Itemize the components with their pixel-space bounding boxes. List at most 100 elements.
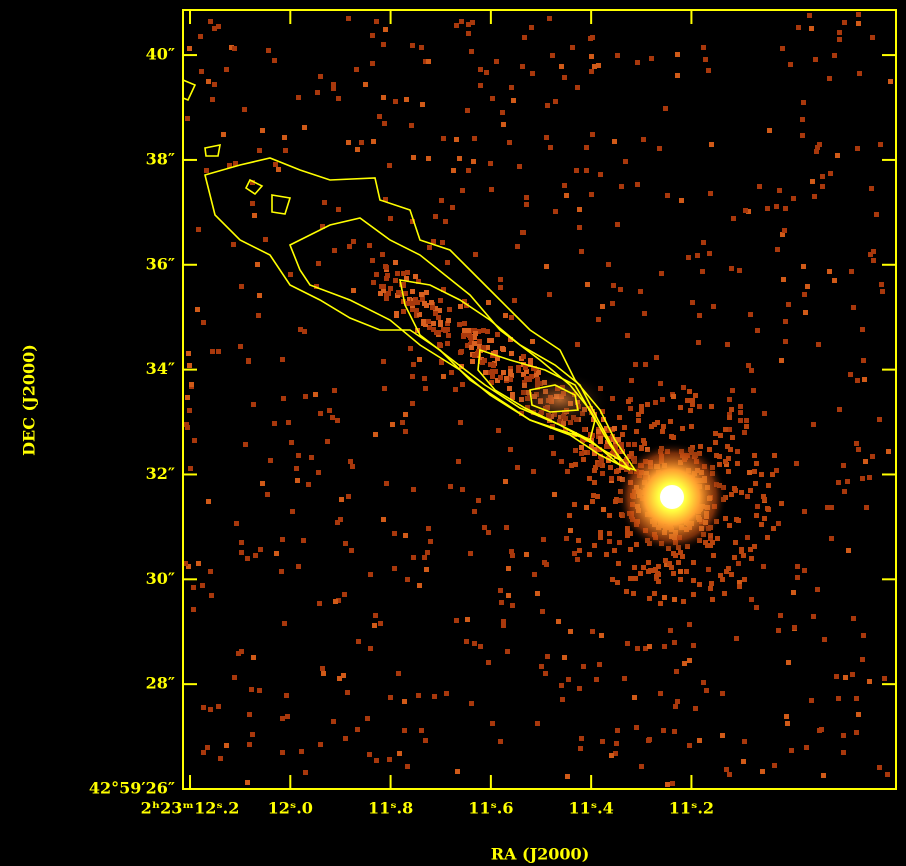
noise-pixel — [280, 750, 285, 755]
noise-pixel — [343, 541, 348, 546]
noise-pixel — [333, 599, 338, 604]
noise-pixel — [802, 292, 807, 297]
noise-pixel — [811, 614, 816, 619]
noise-pixel — [761, 564, 766, 569]
noise-pixel — [772, 763, 777, 768]
noise-pixel — [279, 569, 284, 574]
noise-pixel — [856, 712, 861, 717]
noise-pixel — [774, 204, 779, 209]
noise-pixel — [842, 20, 847, 25]
noise-pixel — [810, 179, 815, 184]
jet-pixel — [458, 304, 463, 309]
noise-pixel — [234, 521, 239, 526]
noise-pixel — [499, 600, 504, 605]
noise-pixel — [545, 654, 550, 659]
noise-pixel — [564, 193, 569, 198]
jet-pixel — [504, 376, 509, 381]
noise-pixel — [814, 149, 819, 154]
halo-pixel — [661, 424, 666, 429]
noise-pixel — [598, 172, 603, 177]
noise-pixel — [709, 142, 714, 147]
noise-pixel — [247, 712, 252, 717]
jet-pixel — [495, 332, 500, 337]
noise-pixel — [216, 704, 221, 709]
noise-pixel — [454, 23, 459, 28]
noise-pixel — [618, 287, 623, 292]
halo-pixel — [633, 576, 638, 581]
halo-pixel — [634, 542, 639, 547]
noise-pixel — [678, 569, 683, 574]
noise-pixel — [245, 556, 250, 561]
noise-pixel — [575, 342, 580, 347]
noise-pixel — [411, 362, 416, 367]
noise-pixel — [807, 13, 812, 18]
halo-pixel — [676, 560, 681, 565]
noise-pixel — [781, 277, 786, 282]
noise-pixel — [348, 459, 353, 464]
noise-pixel — [820, 174, 825, 179]
noise-pixel — [658, 691, 663, 696]
noise-pixel — [188, 466, 193, 471]
noise-pixel — [691, 643, 696, 648]
noise-pixel — [419, 45, 424, 50]
noise-pixel — [861, 633, 866, 638]
jet-pixel — [413, 274, 418, 279]
noise-pixel — [670, 781, 675, 786]
noise-pixel — [426, 526, 431, 531]
jet-pixel — [600, 471, 605, 476]
noise-pixel — [387, 163, 392, 168]
noise-pixel — [459, 19, 464, 24]
x-tick-label: 12ˢ.0 — [268, 799, 313, 818]
noise-pixel — [649, 56, 654, 61]
halo-pixel — [614, 469, 619, 474]
noise-pixel — [665, 782, 670, 787]
noise-pixel — [746, 363, 751, 368]
noise-pixel — [428, 539, 433, 544]
noise-pixel — [539, 664, 544, 669]
halo-pixel — [598, 535, 603, 540]
noise-pixel — [835, 153, 840, 158]
halo-pixel — [766, 483, 771, 488]
noise-pixel — [185, 395, 190, 400]
noise-pixel — [696, 340, 701, 345]
noise-pixel — [625, 333, 630, 338]
noise-pixel — [316, 470, 321, 475]
noise-pixel — [628, 406, 633, 411]
noise-pixel — [191, 585, 196, 590]
noise-pixel — [303, 770, 308, 775]
halo-pixel — [715, 536, 720, 541]
jet-pixel — [483, 370, 488, 375]
noise-pixel — [556, 619, 561, 624]
noise-pixel — [745, 494, 750, 499]
noise-pixel — [255, 262, 260, 267]
noise-pixel — [639, 764, 644, 769]
noise-pixel — [679, 198, 684, 203]
jet-pixel — [508, 369, 513, 374]
noise-pixel — [606, 262, 611, 267]
jet-pixel — [500, 346, 505, 351]
noise-pixel — [860, 327, 865, 332]
y-tick-label: 36″ — [146, 254, 175, 273]
jet-pixel — [488, 370, 493, 375]
noise-pixel — [187, 408, 192, 413]
x-tick-label: 2ʰ23ᵐ12ˢ.2 — [141, 799, 240, 818]
noise-pixel — [560, 697, 565, 702]
noise-pixel — [880, 289, 885, 294]
noise-pixel — [296, 564, 301, 569]
noise-pixel — [845, 479, 850, 484]
noise-pixel — [339, 497, 344, 502]
noise-pixel — [325, 439, 330, 444]
halo-pixel — [709, 404, 714, 409]
jet-pixel — [383, 264, 388, 269]
jet-pixel — [378, 291, 383, 296]
noise-pixel — [589, 54, 594, 59]
noise-pixel — [869, 186, 874, 191]
halo-pixel — [762, 516, 767, 521]
noise-pixel — [504, 525, 509, 530]
noise-pixel — [484, 70, 489, 75]
noise-pixel — [802, 568, 807, 573]
noise-pixel — [423, 386, 428, 391]
noise-pixel — [672, 729, 677, 734]
noise-pixel — [367, 752, 372, 757]
noise-pixel — [543, 671, 548, 676]
